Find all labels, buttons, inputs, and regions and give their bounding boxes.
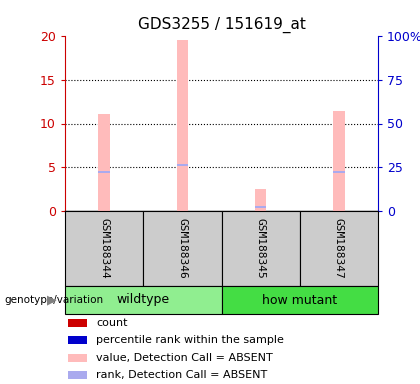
Bar (68, 354, 87, 362)
Text: ▶: ▶ (47, 293, 57, 306)
Text: rank, Detection Call = ABSENT: rank, Detection Call = ABSENT (96, 370, 268, 380)
Bar (68, 371, 87, 379)
Text: GSM188345: GSM188345 (256, 218, 265, 279)
Bar (68, 336, 87, 344)
Text: GSM188347: GSM188347 (334, 218, 344, 279)
Text: GSM188344: GSM188344 (99, 218, 109, 279)
Text: wildtype: wildtype (117, 293, 170, 306)
Bar (300, 211, 378, 286)
Text: GSM188346: GSM188346 (177, 218, 187, 279)
Bar (98, 114, 110, 211)
Bar (143, 211, 221, 286)
Bar (176, 40, 188, 211)
Bar (333, 111, 345, 211)
Bar (65, 286, 221, 314)
Bar (255, 205, 267, 208)
Bar (68, 319, 87, 327)
Text: count: count (96, 318, 128, 328)
Bar (221, 211, 300, 286)
Bar (255, 189, 267, 211)
Text: percentile rank within the sample: percentile rank within the sample (96, 335, 284, 345)
Text: value, Detection Call = ABSENT: value, Detection Call = ABSENT (96, 353, 273, 363)
Bar (176, 164, 188, 166)
Text: genotype/variation: genotype/variation (4, 295, 103, 305)
Bar (98, 170, 110, 173)
Bar (65, 211, 143, 286)
Bar (221, 286, 378, 314)
Text: how mutant: how mutant (262, 293, 337, 306)
Bar (333, 170, 345, 173)
Title: GDS3255 / 151619_at: GDS3255 / 151619_at (138, 17, 305, 33)
